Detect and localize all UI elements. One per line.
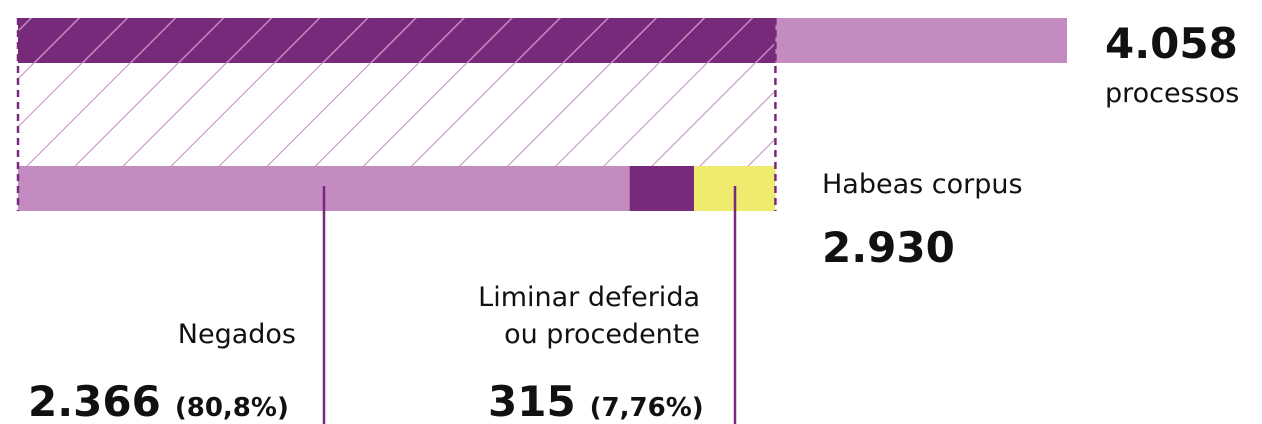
segment-name: Liminar deferida <box>478 282 700 313</box>
segment-name: ou procedente <box>504 319 700 350</box>
segment-value: 2.366 <box>28 377 161 424</box>
subset-value: 2.930 <box>822 223 955 272</box>
segment-label: 315 (7,76%) <box>488 377 704 424</box>
segment-percent: (80,8%) <box>175 393 289 423</box>
subset-name: Habeas corpus <box>822 169 1023 200</box>
hatch <box>18 18 776 63</box>
segment-label: 2.366 (80,8%) <box>28 377 289 424</box>
total-value: 4.058 <box>1105 19 1238 68</box>
segment-value: 315 <box>488 377 576 424</box>
hatch <box>18 63 776 166</box>
segment-bar <box>629 166 694 211</box>
total-unit: processos <box>1105 78 1239 109</box>
segment-name: Negados <box>178 319 296 350</box>
segment-percent: (7,76%) <box>590 393 704 423</box>
